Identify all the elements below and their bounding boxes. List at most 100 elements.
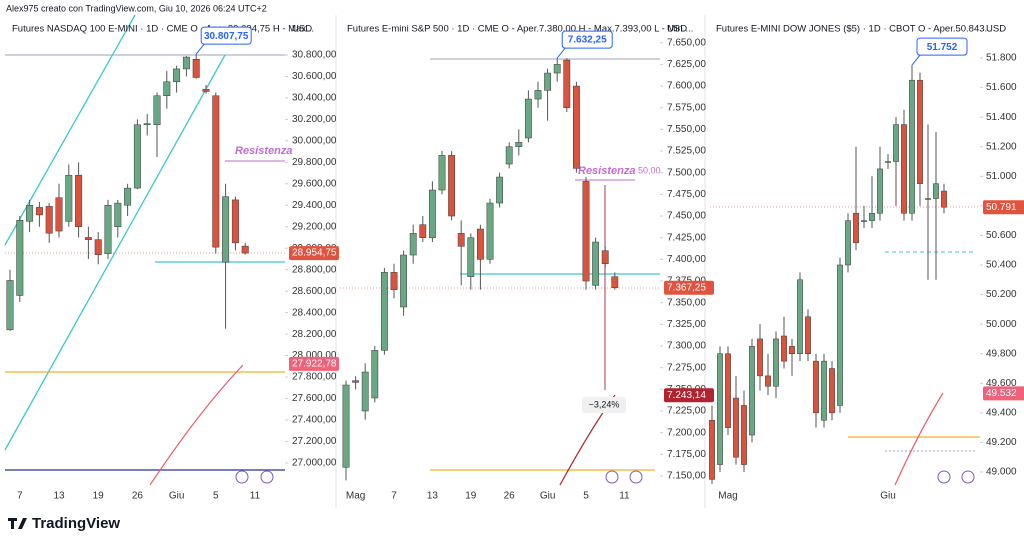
y-tick-label: 7.425,00 [667, 232, 706, 243]
y-tick-label: 27.000,00 [292, 458, 337, 469]
y-tick-label: 49.000 [986, 467, 1017, 478]
price-label: 50.791 [986, 202, 1017, 213]
icons [235, 470, 975, 484]
candle-body [55, 197, 63, 232]
y-tick-label: 50.600 [986, 230, 1017, 241]
candle-body [153, 95, 161, 125]
candle-body [845, 220, 851, 266]
x-tick-label: Giu [169, 491, 185, 502]
chart-title: Futures E-mini S&P 500 · 1D · CME O - Ap… [347, 24, 693, 35]
callout-label: 51.752 [927, 42, 958, 53]
y-tick-label: 7.350,00 [667, 297, 706, 308]
candle-body [419, 224, 427, 238]
candle-body [901, 124, 907, 214]
candle-body [853, 213, 859, 244]
y-tick-label: 7.550,00 [667, 124, 706, 135]
price-label-box [983, 200, 1024, 215]
x-tick-label: 7 [17, 491, 23, 502]
candle-body [231, 199, 239, 244]
candle-body [553, 64, 561, 74]
y-tick-label: 28.400,00 [292, 307, 337, 318]
y-tick-label: 7.650,00 [667, 37, 706, 48]
y-tick-label: 51.000 [986, 171, 1017, 182]
y-tick-label: 7.625,00 [667, 59, 706, 70]
candle-body [16, 220, 24, 296]
logo-mark [8, 518, 27, 529]
y-axis-label: USD [292, 24, 312, 35]
candle-body [933, 183, 939, 199]
price-label-box [289, 246, 339, 261]
y-tick-label: 7.175,00 [667, 449, 706, 460]
candle-body [163, 81, 171, 96]
candle-body [75, 174, 83, 228]
y-tick-label: 7.200,00 [667, 427, 706, 438]
candle-body [582, 181, 590, 282]
price-label-box [664, 388, 714, 403]
candle-body [749, 346, 755, 436]
y-tick-label: 30.400,00 [292, 93, 337, 104]
y-tick-label: 30.200,00 [292, 114, 337, 125]
y-tick-label: 29.600,00 [292, 178, 337, 189]
x-tick-label: 13 [427, 491, 439, 502]
y-tick-label: 51.600 [986, 82, 1017, 93]
y-tick-label: 7.475,00 [667, 189, 706, 200]
candle-body [781, 335, 787, 362]
candle-body [829, 368, 835, 414]
y-tick-label: 7.300,00 [667, 341, 706, 352]
candle-body [789, 346, 795, 354]
y-tick-label: 50.000 [986, 319, 1017, 330]
price-label-box [983, 386, 1024, 401]
x-tick-label: 5 [583, 491, 589, 502]
y-tick-label: 28.200,00 [292, 329, 337, 340]
x-tick-label: 11 [250, 491, 261, 502]
candle-body [476, 228, 484, 260]
y-tick-label: 49.600 [986, 378, 1017, 389]
y-tick-label: 49.800 [986, 348, 1017, 359]
callout-label: 7.632,25 [568, 35, 607, 46]
candle-body [457, 233, 465, 247]
candle-body [797, 279, 803, 354]
y-axis-label: USD [667, 24, 687, 35]
x-tick-label: Giu [880, 491, 896, 502]
y-tick-label: 7.400,00 [667, 254, 706, 265]
candle-body [805, 316, 811, 354]
x-tick-label: 19 [93, 491, 105, 502]
candle-body [709, 419, 715, 480]
x-tick-label: 7 [391, 491, 397, 502]
candle-body [757, 338, 763, 377]
candle-body [361, 371, 369, 412]
callout-pointer [195, 43, 205, 55]
y-tick-label: 30.600,00 [292, 71, 337, 82]
logo: TradingView [32, 515, 120, 532]
candle-body [941, 190, 947, 208]
candle-body [909, 79, 915, 214]
candle-body [352, 380, 360, 383]
candle-body [173, 68, 181, 83]
y-tick-label: 28.000,00 [292, 350, 337, 361]
candle-body [212, 95, 220, 248]
candle-body [733, 397, 739, 458]
candle-body [428, 189, 436, 238]
candle-body [611, 276, 619, 288]
candle-body [837, 264, 843, 406]
candle-body [222, 196, 230, 263]
x-tick-label: 19 [465, 491, 477, 502]
candle-body [133, 124, 141, 189]
price-label: 28.954,75 [292, 248, 337, 259]
y-tick-label: 7.600,00 [667, 81, 706, 92]
candle-body [821, 360, 827, 421]
candle-body [371, 350, 379, 399]
price-label: 49.532 [986, 388, 1017, 399]
y-tick-label: 7.225,00 [667, 406, 706, 417]
y-tick-label: 7.325,00 [667, 319, 706, 330]
annotation: −3,24% [589, 399, 620, 409]
y-tick-label: 28.800,00 [292, 264, 337, 275]
candle-body [486, 202, 494, 260]
candle-body [592, 241, 600, 286]
candle-body [885, 161, 891, 163]
candle-body [773, 338, 779, 387]
candle-body [496, 176, 504, 204]
candle-body [6, 280, 14, 331]
candle-body [925, 198, 931, 200]
